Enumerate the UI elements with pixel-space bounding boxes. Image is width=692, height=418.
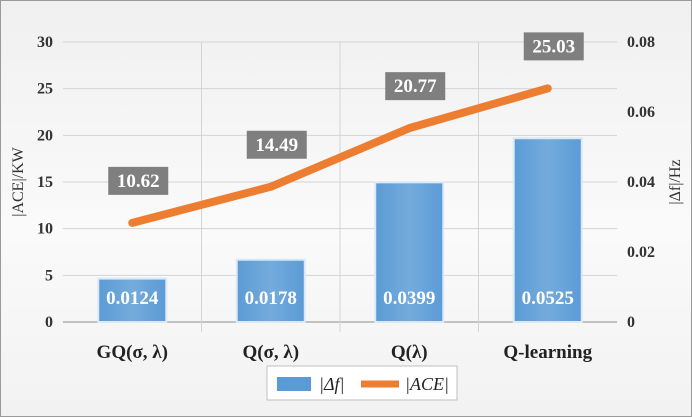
y-right-tick-label: 0.08: [627, 34, 655, 51]
line-data-label-box: [523, 32, 584, 61]
bar-data-label: 0.0525: [522, 288, 574, 309]
y-right-axis-title: |Δf|/Hz: [667, 159, 684, 204]
y-right-tick-label: 0: [627, 314, 635, 331]
y-left-axis-title: |ACE|/KW: [10, 146, 27, 216]
bar: [512, 137, 583, 323]
bar: [374, 181, 445, 323]
x-tick-label: Q-learning: [503, 342, 592, 363]
line-data-label: 14.49: [255, 135, 298, 156]
bar: [235, 258, 306, 324]
legend-swatch-bar: [277, 377, 311, 391]
y-left-tick-label: 10: [37, 221, 53, 238]
x-tick-label: Q(λ): [391, 342, 428, 363]
line-data-label: 20.77: [394, 76, 437, 97]
bar-series: [97, 137, 583, 324]
data-labels: 0.0124 0.0178 0.0399 0.0525 10.62 14.49 20.77 2…: [106, 32, 584, 309]
legend-label: |Δf|: [319, 374, 344, 394]
line-data-label-box: [385, 72, 446, 101]
x-tick-label: Q(σ, λ): [242, 342, 299, 363]
bar: [97, 277, 168, 324]
y-left-tick-label: 0: [45, 314, 53, 331]
x-tick-label: GQ(σ, λ): [97, 342, 168, 363]
bar-data-label: 0.0124: [106, 288, 159, 309]
legend-label: |ACE|: [405, 374, 449, 394]
y-right-tick-label: 0.04: [627, 174, 655, 191]
bar-data-label: 0.0399: [383, 288, 435, 309]
y-left-tick-label: 25: [37, 81, 53, 98]
line-data-label: 10.62: [117, 171, 160, 192]
line-series: [128, 84, 552, 227]
line-data-label-box: [108, 166, 169, 195]
line-data-label: 25.03: [532, 36, 575, 57]
bar-data-label: 0.0178: [245, 288, 297, 309]
y-right-tick-label: 0.02: [627, 244, 655, 261]
y-left-tick-label: 15: [37, 174, 53, 191]
y-right-tick-label: 0.06: [627, 104, 655, 121]
axes: 0 5 10 15 20 25 30 0 0.02 0.04 0.06 0.08 GQ(σ, λ) Q(σ…: [10, 34, 684, 363]
line-data-label-box: [246, 130, 307, 159]
y-left-tick-label: 20: [37, 127, 53, 144]
y-left-tick-label: 30: [37, 34, 53, 51]
y-left-tick-label: 5: [45, 267, 53, 284]
legend: |Δf| |ACE|: [266, 365, 458, 401]
line-path: [128, 84, 552, 227]
